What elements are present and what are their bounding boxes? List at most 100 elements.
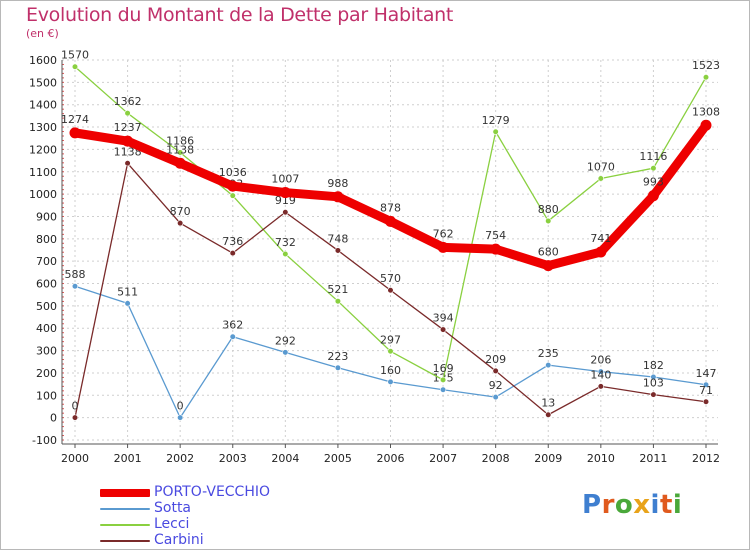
data-label-porto-vecchio: 1007 bbox=[271, 173, 299, 186]
data-point-carbini bbox=[334, 247, 342, 254]
legend-swatch bbox=[100, 524, 150, 526]
y-tick-label: 1600 bbox=[29, 54, 57, 67]
legend-label: Sotta bbox=[154, 500, 192, 516]
data-point-lecci bbox=[282, 250, 289, 258]
legend-swatch bbox=[100, 508, 150, 510]
data-point-lecci bbox=[702, 74, 710, 81]
data-point-sotta bbox=[439, 386, 447, 393]
y-tick-label: -100 bbox=[32, 434, 57, 447]
x-tick-label: 2001 bbox=[114, 452, 142, 465]
x-tick-label: 2002 bbox=[166, 452, 194, 465]
data-label-sotta: 0 bbox=[177, 400, 184, 413]
data-label-sotta: 147 bbox=[696, 367, 717, 380]
data-label-lecci: 1362 bbox=[114, 95, 142, 108]
data-point-carbini bbox=[597, 383, 604, 390]
y-tick-label: 300 bbox=[36, 345, 57, 358]
data-label-sotta: 223 bbox=[327, 350, 348, 363]
data-point-porto-vecchio bbox=[174, 157, 186, 169]
data-label-porto-vecchio: 1138 bbox=[166, 143, 194, 156]
logo-letter: i bbox=[672, 490, 683, 520]
data-label-sotta: 182 bbox=[643, 359, 664, 372]
data-label-carbini: 13 bbox=[541, 397, 555, 410]
data-point-carbini bbox=[229, 250, 236, 257]
data-point-porto-vecchio bbox=[542, 260, 554, 272]
legend-swatch bbox=[100, 489, 150, 497]
data-point-sotta bbox=[229, 333, 236, 340]
data-point-sotta bbox=[334, 364, 342, 371]
data-label-porto-vecchio: 762 bbox=[433, 227, 454, 240]
data-point-sotta bbox=[387, 378, 394, 385]
x-tick-label: 2009 bbox=[534, 452, 562, 465]
legend-label: Lecci bbox=[154, 516, 190, 532]
y-tick-label: 0 bbox=[50, 412, 57, 425]
y-tick-label: 600 bbox=[36, 278, 57, 291]
data-label-carbini: 103 bbox=[643, 377, 664, 390]
data-point-porto-vecchio bbox=[700, 119, 712, 131]
logo-letter: o bbox=[614, 490, 634, 520]
data-label-sotta: 362 bbox=[222, 319, 243, 332]
data-label-lecci: 1070 bbox=[587, 160, 615, 173]
data-point-sotta bbox=[545, 362, 552, 369]
data-label-carbini: 0 bbox=[72, 400, 79, 413]
data-label-carbini: 870 bbox=[170, 205, 191, 218]
data-label-lecci: 297 bbox=[380, 333, 401, 346]
data-label-carbini: 748 bbox=[327, 232, 348, 245]
data-point-sotta bbox=[702, 381, 710, 388]
legend: PORTO-VECCHIO Sotta Lecci Carbini bbox=[100, 484, 320, 549]
data-label-sotta: 206 bbox=[590, 354, 611, 367]
logo-letter: x bbox=[633, 490, 651, 520]
y-tick-label: 100 bbox=[36, 389, 57, 402]
data-point-carbini bbox=[71, 414, 79, 421]
data-label-lecci: 1116 bbox=[639, 150, 667, 163]
legend-item-sotta: Sotta bbox=[100, 500, 320, 517]
data-point-porto-vecchio bbox=[437, 241, 449, 253]
data-point-sotta bbox=[177, 414, 184, 421]
data-label-sotta: 511 bbox=[117, 285, 138, 298]
data-point-lecci bbox=[387, 348, 394, 355]
data-point-carbini bbox=[492, 367, 499, 375]
data-label-lecci: 169 bbox=[433, 362, 454, 375]
data-point-lecci bbox=[177, 149, 184, 156]
data-point-porto-vecchio bbox=[385, 215, 396, 227]
data-label-sotta: 588 bbox=[65, 268, 86, 281]
y-tick-label: 200 bbox=[36, 367, 57, 380]
y-tick-label: 1200 bbox=[29, 143, 57, 156]
data-label-lecci: 1570 bbox=[61, 49, 89, 62]
data-point-carbini bbox=[545, 411, 552, 418]
data-label-sotta: 92 bbox=[489, 379, 503, 392]
data-label-lecci: 1523 bbox=[692, 59, 720, 72]
x-tick-label: 2008 bbox=[482, 452, 510, 465]
data-label-carbini: 209 bbox=[485, 353, 506, 366]
data-point-sotta bbox=[124, 300, 131, 307]
data-point-carbini bbox=[124, 160, 131, 167]
data-point-porto-vecchio bbox=[332, 191, 344, 203]
data-label-carbini: 140 bbox=[590, 368, 611, 381]
data-point-porto-vecchio bbox=[227, 180, 239, 192]
data-point-lecci bbox=[334, 298, 342, 305]
data-label-carbini: 71 bbox=[699, 384, 713, 397]
data-label-lecci: 521 bbox=[327, 283, 348, 296]
data-label-porto-vecchio: 993 bbox=[643, 176, 664, 189]
data-point-porto-vecchio bbox=[490, 243, 502, 255]
data-point-lecci bbox=[229, 192, 236, 199]
data-label-lecci: 732 bbox=[275, 236, 296, 249]
data-point-sotta bbox=[650, 373, 657, 381]
data-point-carbini bbox=[282, 209, 289, 216]
x-tick-label: 2007 bbox=[429, 452, 457, 465]
data-label-porto-vecchio: 754 bbox=[485, 229, 506, 242]
data-point-porto-vecchio bbox=[595, 246, 607, 258]
data-label-porto-vecchio: 1274 bbox=[61, 113, 89, 126]
x-tick-label: 2004 bbox=[271, 452, 299, 465]
data-label-lecci: 1186 bbox=[166, 135, 194, 148]
x-tick-label: 2005 bbox=[324, 452, 352, 465]
data-point-carbini bbox=[177, 220, 184, 227]
data-point-porto-vecchio bbox=[647, 190, 659, 202]
chart-title: Evolution du Montant de la Dette par Hab… bbox=[26, 4, 454, 26]
legend-item-lecci: Lecci bbox=[100, 516, 320, 533]
data-point-porto-vecchio bbox=[69, 127, 81, 139]
data-point-lecci bbox=[439, 376, 447, 383]
data-label-porto-vecchio: 1237 bbox=[114, 121, 142, 134]
data-label-sotta: 160 bbox=[380, 364, 401, 377]
